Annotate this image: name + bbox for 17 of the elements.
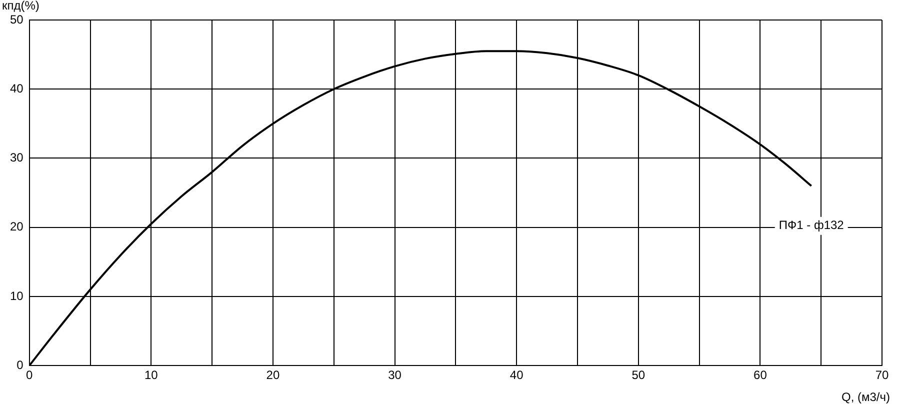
x-tick-label: 20 [266,368,280,382]
x-tick-label: 40 [510,368,524,382]
y-axis-title: кпд(%) [2,0,40,12]
y-tick-label: 30 [10,150,24,165]
y-tick-label: 20 [10,220,24,234]
x-tick-label: 10 [144,368,158,382]
y-tick-label: 50 [10,12,24,26]
y-tick-label: 40 [10,81,24,96]
x-tick-label: 30 [388,368,402,382]
y-tick-label: 10 [10,288,24,303]
x-tick-label: 0 [26,368,34,382]
text: ПФ1 - ф132 [778,218,844,232]
x-tick-label: 70 [875,368,889,382]
x-tick-label: 60 [754,368,768,382]
x-tick-label: 50 [632,368,646,382]
y-tick-label: 0 [16,358,24,372]
x-axis-title: Q, (м3/ч) [841,390,890,404]
